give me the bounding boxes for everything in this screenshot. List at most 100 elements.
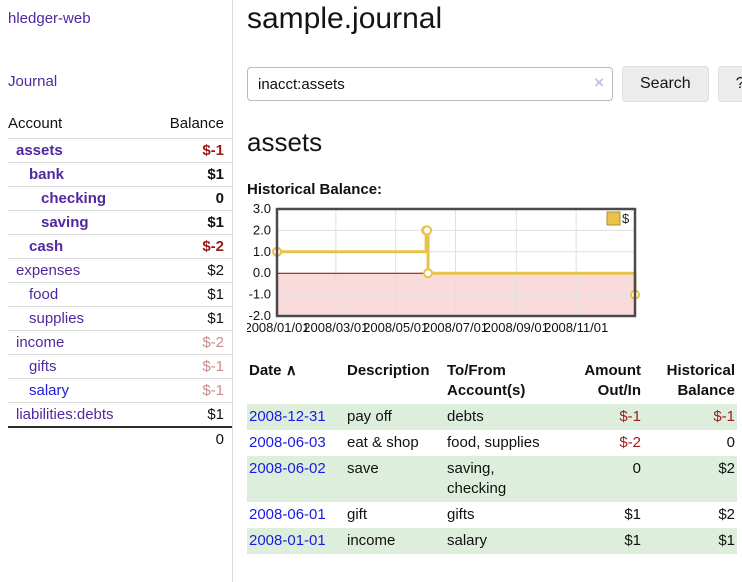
sort-ascending-icon: ∧ — [285, 362, 297, 379]
date-header-label: Date — [249, 362, 282, 379]
svg-text:2008/11/01: 2008/11/01 — [544, 320, 608, 335]
transaction-description: gift — [347, 506, 368, 523]
transaction-date-link[interactable]: 2008-06-01 — [249, 506, 326, 523]
transaction-amount: $-2 — [619, 434, 641, 451]
account-row: gifts $-1 — [8, 354, 232, 379]
search-form: × Search ? — [247, 66, 742, 102]
register-table: Date ∧ Description To/From Account(s) Am… — [247, 358, 737, 554]
transaction-description: save — [347, 460, 379, 477]
account-balance: $1 — [148, 162, 232, 187]
transaction-description: eat & shop — [347, 434, 419, 451]
account-balance: $-1 — [148, 138, 232, 163]
transaction-accounts: gifts — [447, 506, 475, 523]
svg-text:2.0: 2.0 — [253, 222, 271, 237]
account-link-assets[interactable]: assets — [16, 142, 63, 159]
account-link-salary[interactable]: salary — [29, 382, 70, 399]
account-link-income[interactable]: income — [16, 334, 65, 351]
account-link-food[interactable]: food — [29, 286, 59, 303]
app-title-link[interactable]: hledger-web — [8, 10, 91, 27]
transaction-amount: $1 — [624, 532, 641, 549]
transaction-date-link[interactable]: 2008-12-31 — [249, 408, 326, 425]
transaction-amount: $-1 — [619, 408, 641, 425]
historical-balance-chart: $3.0 2.0 1.0 0.0 -1.0 -2.02008/01/012008/03/0… — [247, 204, 640, 335]
account-row: liabilities:debts $1 — [8, 402, 232, 427]
transaction-balance: 0 — [726, 434, 735, 451]
account-row: supplies $1 — [8, 306, 232, 331]
svg-text:2008/05/01: 2008/05/01 — [363, 320, 428, 335]
page-title: sample.journal — [247, 2, 443, 35]
account-row: food $1 — [8, 282, 232, 307]
transaction-date-link[interactable]: 2008-06-02 — [249, 460, 326, 477]
transaction-row: 2008-06-02 save saving, checking 0 $2 — [247, 456, 737, 502]
legend-swatch — [606, 211, 621, 226]
account-link-saving[interactable]: saving — [41, 214, 89, 231]
account-balance: $1 — [148, 402, 232, 427]
account-link-bank[interactable]: bank — [29, 166, 65, 183]
account-row: salary $-1 — [8, 378, 232, 403]
svg-text:-1.0: -1.0 — [249, 287, 271, 302]
transaction-row: 2008-12-31 pay off debts $-1 $-1 — [247, 404, 737, 430]
accounts-table: Account Balance assets $-1 bank $1 checkin… — [8, 111, 232, 451]
account-balance: $1 — [148, 210, 232, 235]
accounts-total-row: 0 — [8, 426, 232, 451]
transaction-description: pay off — [347, 408, 392, 425]
col-header-accounts: To/From Account(s) — [447, 362, 526, 399]
transaction-accounts: salary — [447, 532, 488, 549]
svg-text:1.0: 1.0 — [253, 244, 271, 259]
account-link-checking[interactable]: checking — [41, 190, 107, 207]
svg-text:3.0: 3.0 — [253, 204, 271, 216]
account-row: checking 0 — [8, 186, 232, 211]
account-balance: $1 — [148, 282, 232, 307]
transaction-amount: 0 — [632, 460, 641, 477]
svg-text:2008/07/01: 2008/07/01 — [423, 320, 488, 335]
transaction-accounts: debts — [447, 408, 484, 425]
register-header-row: Date ∧ Description To/From Account(s) Am… — [247, 358, 737, 404]
account-link-liabilities-debts[interactable]: liabilities:debts — [16, 406, 114, 423]
account-link-supplies[interactable]: supplies — [29, 310, 85, 327]
nav-journal-link[interactable]: Journal — [8, 73, 58, 90]
account-balance: $-1 — [148, 378, 232, 403]
account-balance: 0 — [148, 186, 232, 211]
accounts-total-balance: 0 — [148, 426, 232, 451]
transaction-row: 2008-06-01 gift gifts $1 $2 — [247, 502, 737, 528]
col-header-amount: Amount Out/In — [584, 362, 641, 399]
svg-text:-2.0: -2.0 — [249, 308, 271, 323]
sidebar-nav: Journal — [8, 73, 232, 90]
accounts-header-row: Account Balance — [8, 111, 232, 139]
transaction-balance: $2 — [718, 460, 735, 477]
account-link-cash[interactable]: cash — [29, 238, 64, 255]
transaction-date-link[interactable]: 2008-01-01 — [249, 532, 326, 549]
sidebar: hledger-web Journal Account Balance asse… — [0, 0, 233, 582]
account-link-expenses[interactable]: expenses — [16, 262, 81, 279]
account-balance: $2 — [148, 258, 232, 283]
transaction-balance: $1 — [718, 532, 735, 549]
clear-search-icon[interactable]: × — [594, 73, 604, 92]
accounts-header-balance: Balance — [169, 115, 224, 132]
account-row: assets $-1 — [8, 138, 232, 163]
account-balance: $1 — [148, 306, 232, 331]
search-input[interactable] — [247, 67, 613, 101]
main-content: sample.journal × Search ? assets Histori… — [233, 0, 742, 582]
col-header-description: Description — [347, 362, 430, 379]
account-row: cash $-2 — [8, 234, 232, 259]
chart-title: Historical Balance: — [247, 181, 383, 198]
transaction-amount: $1 — [624, 506, 641, 523]
col-header-balance: Historical Balance — [666, 362, 735, 399]
account-link-gifts[interactable]: gifts — [29, 358, 57, 375]
search-button[interactable]: Search — [622, 66, 709, 102]
help-button[interactable]: ? — [717, 66, 742, 102]
transaction-row: 2008-01-01 income salary $1 $1 — [247, 528, 737, 554]
transaction-balance: $2 — [718, 506, 735, 523]
account-row: bank $1 — [8, 162, 232, 187]
transaction-accounts: saving, checking — [447, 460, 507, 497]
transaction-row: 2008-06-03 eat & shop food, supplies $-2… — [247, 430, 737, 456]
account-row: expenses $2 — [8, 258, 232, 283]
account-balance: $-1 — [148, 354, 232, 379]
transaction-balance: $-1 — [713, 408, 735, 425]
transaction-date-link[interactable]: 2008-06-03 — [249, 434, 326, 451]
account-row: saving $1 — [8, 210, 232, 235]
svg-text:0.0: 0.0 — [253, 265, 271, 280]
legend-label: $ — [622, 211, 630, 226]
col-header-date[interactable]: Date ∧ — [247, 358, 345, 404]
svg-text:2008/03/01: 2008/03/01 — [303, 320, 368, 335]
